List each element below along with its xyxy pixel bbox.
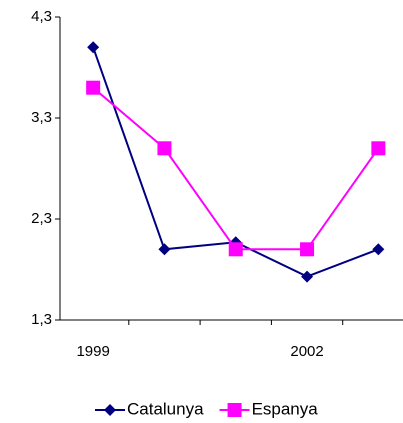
data-point [157, 141, 172, 156]
data-point [301, 270, 314, 283]
legend-marker [227, 403, 242, 417]
legend-label: Catalunya [127, 399, 204, 418]
data-point [86, 80, 101, 95]
legend-marker [104, 404, 116, 416]
x-tick-label: 1999 [76, 343, 109, 360]
data-point [300, 242, 315, 257]
y-tick-label: 2,3 [31, 210, 52, 227]
legend-label: Espanya [252, 399, 319, 418]
y-tick-label: 1,3 [31, 311, 52, 328]
x-tick-label: 2002 [290, 343, 323, 360]
data-point [87, 41, 100, 54]
y-tick-label: 4,3 [31, 8, 52, 25]
data-point [371, 141, 386, 156]
y-tick-label: 3,3 [31, 109, 52, 126]
data-point [228, 242, 243, 257]
data-point [158, 243, 171, 256]
data-point [372, 243, 385, 256]
